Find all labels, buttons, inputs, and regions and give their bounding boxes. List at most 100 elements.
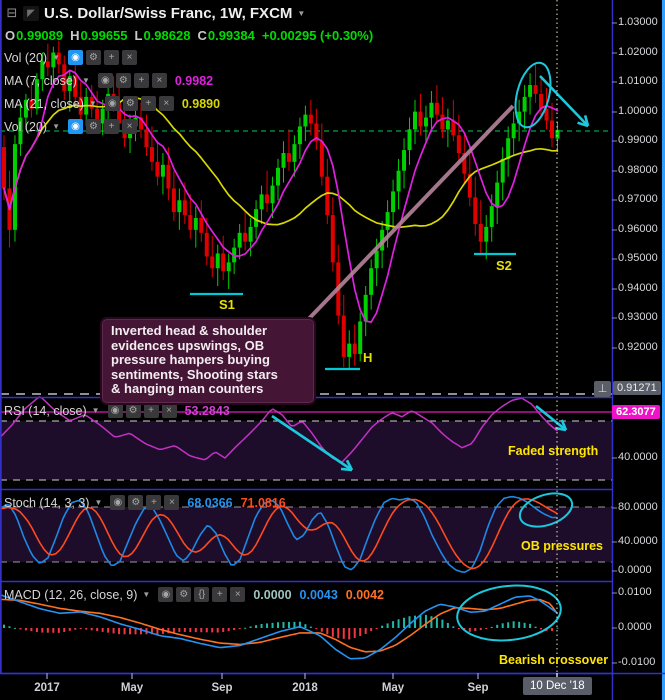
indicator-controls: ◉ ⚙ + ×	[107, 403, 177, 418]
gear-icon[interactable]: ⚙	[86, 119, 102, 134]
eye-icon[interactable]: ◉	[104, 96, 120, 111]
symbol-logo-icon: ◤	[23, 5, 39, 21]
plus-icon[interactable]: +	[146, 495, 162, 510]
gear-icon[interactable]: ⚙	[125, 403, 141, 418]
indicator-controls: ◉ ⚙ + ×	[110, 495, 180, 510]
close-icon[interactable]: ×	[230, 587, 246, 602]
gear-icon[interactable]: ⚙	[115, 73, 131, 88]
braces-icon[interactable]: {}	[194, 587, 210, 602]
open-label: O	[5, 27, 16, 43]
bearish-crossover-label: Bearish crossover	[499, 653, 609, 667]
close-icon[interactable]: ×	[161, 403, 177, 418]
indicator-legend-vol-1[interactable]: Vol (20) ▼ ◉ ⚙ + ×	[4, 46, 373, 69]
indicator-legend-stoch[interactable]: Stoch (14, 3, 3) ▼ ◉ ⚙ + × 68.0366 71.08…	[4, 491, 286, 514]
chevron-down-icon[interactable]: ▼	[94, 498, 103, 507]
support-label-s1: S1	[219, 297, 235, 312]
change-value: +0.00295 (+0.30%)	[261, 27, 374, 43]
chevron-down-icon[interactable]: ▼	[52, 53, 61, 62]
ohlc-row: O 0.99089 H 0.99655 L 0.98628 C 0.99384 +0.0…	[4, 24, 373, 46]
close-icon[interactable]: ×	[164, 495, 180, 510]
eye-icon[interactable]: ◉	[68, 119, 84, 134]
close-label: C	[197, 27, 207, 43]
close-icon[interactable]: ×	[151, 73, 167, 88]
close-value: 0.99384	[207, 27, 255, 43]
indicator-legend-ma7[interactable]: MA (7, close) ▼ ◉ ⚙ + × 0.9982	[4, 69, 373, 92]
close-icon[interactable]: ×	[122, 119, 138, 134]
rsi-level-badge: 62.3077	[612, 405, 660, 419]
plus-icon[interactable]: +	[104, 50, 120, 65]
plus-icon[interactable]: +	[143, 403, 159, 418]
chevron-down-icon[interactable]: ▼	[52, 122, 61, 131]
indicator-label: MA (7, close)	[4, 73, 77, 88]
annotation-line: sentiments, Shooting stars	[111, 366, 278, 382]
main-chart-legend: ⊟ ◤ U.S. Dollar/Swiss Franc, 1W, FXCM ▼ …	[4, 2, 373, 138]
chevron-down-icon[interactable]: ▼	[81, 76, 90, 85]
faded-strength-label: Faded strength	[508, 444, 599, 458]
plus-icon[interactable]: +	[104, 119, 120, 134]
chevron-down-icon[interactable]: ▼	[142, 590, 151, 599]
support-label-s2: S2	[496, 258, 512, 273]
indicator-controls: ◉ ⚙ + ×	[68, 119, 138, 134]
symbol-header-row: ⊟ ◤ U.S. Dollar/Swiss Franc, 1W, FXCM ▼	[4, 2, 373, 24]
ob-pressures-label: OB pressures	[521, 539, 603, 553]
indicator-controls: ◉ ⚙ + ×	[97, 73, 167, 88]
gear-icon[interactable]: ⚙	[86, 50, 102, 65]
annotation-line: & hanging man counters	[111, 381, 264, 397]
macd-line-value: 0.0043	[299, 587, 338, 602]
low-value: 0.98628	[143, 27, 191, 43]
annotation-line: Inverted head & shoulder	[111, 323, 268, 338]
stoch-pane-legend: Stoch (14, 3, 3) ▼ ◉ ⚙ + × 68.0366 71.08…	[4, 491, 286, 514]
rsi-value: 53.2843	[184, 403, 230, 418]
indicator-label: Vol (20)	[4, 119, 48, 134]
collapse-icon[interactable]: ⊟	[6, 5, 18, 20]
chevron-down-icon[interactable]: ▼	[91, 406, 100, 415]
open-value: 0.99089	[16, 27, 64, 43]
range-low-badge: 0.91271	[613, 381, 661, 395]
rsi-pane-legend: RSI (14, close) ▼ ◉ ⚙ + × 53.2843	[4, 399, 230, 422]
eye-icon[interactable]: ◉	[110, 495, 126, 510]
chevron-down-icon[interactable]: ▼	[88, 99, 97, 108]
indicator-controls: ◉ ⚙ {} + ×	[158, 587, 246, 602]
scale-anchor-icon[interactable]: ⊥	[594, 381, 611, 397]
macd-hist-value: 0.0000	[253, 587, 292, 602]
macd-pane-legend: MACD (12, 26, close, 9) ▼ ◉ ⚙ {} + × 0.0…	[4, 583, 384, 606]
plus-icon[interactable]: +	[140, 96, 156, 111]
indicator-legend-macd[interactable]: MACD (12, 26, close, 9) ▼ ◉ ⚙ {} + × 0.0…	[4, 583, 384, 606]
symbol-title[interactable]: U.S. Dollar/Swiss Franc, 1W, FXCM	[44, 4, 293, 22]
macd-signal-value: 0.0042	[345, 587, 385, 602]
annotation-line: pressure hampers buying	[111, 352, 270, 368]
close-icon[interactable]: ×	[122, 50, 138, 65]
high-value: 0.99655	[80, 27, 128, 43]
eye-icon[interactable]: ◉	[158, 587, 174, 602]
indicator-legend-ma21[interactable]: MA (21, close) ▼ ◉ ⚙ + × 0.9890	[4, 92, 373, 115]
ma21-value: 0.9890	[181, 96, 221, 111]
indicator-controls: ◉ ⚙ + ×	[104, 96, 174, 111]
head-label-h: H	[363, 350, 373, 365]
indicator-label: MACD (12, 26, close, 9)	[4, 587, 138, 602]
stoch-k-value: 68.0366	[187, 495, 233, 510]
stoch-d-value: 71.0816	[240, 495, 286, 510]
indicator-label: Vol (20)	[4, 50, 48, 65]
gear-icon[interactable]: ⚙	[128, 495, 144, 510]
gear-icon[interactable]: ⚙	[176, 587, 192, 602]
close-icon[interactable]: ×	[158, 96, 174, 111]
eye-icon[interactable]: ◉	[107, 403, 123, 418]
chevron-down-icon[interactable]: ▼	[297, 8, 306, 18]
indicator-label: Stoch (14, 3, 3)	[4, 495, 90, 510]
high-label: H	[70, 27, 80, 43]
eye-icon[interactable]: ◉	[97, 73, 113, 88]
ma7-value: 0.9982	[174, 73, 214, 88]
eye-icon[interactable]: ◉	[68, 50, 84, 65]
indicator-label: RSI (14, close)	[4, 403, 87, 418]
annotation-text-box[interactable]: Inverted head & shoulder evidences upswi…	[100, 317, 316, 405]
low-label: L	[134, 27, 143, 43]
plus-icon[interactable]: +	[212, 587, 228, 602]
plus-icon[interactable]: +	[133, 73, 149, 88]
indicator-legend-vol-2[interactable]: Vol (20) ▼ ◉ ⚙ + ×	[4, 115, 373, 138]
gear-icon[interactable]: ⚙	[122, 96, 138, 111]
indicator-legend-rsi[interactable]: RSI (14, close) ▼ ◉ ⚙ + × 53.2843	[4, 399, 230, 422]
annotation-line: evidences upswings, OB	[111, 337, 265, 353]
indicator-controls: ◉ ⚙ + ×	[68, 50, 138, 65]
